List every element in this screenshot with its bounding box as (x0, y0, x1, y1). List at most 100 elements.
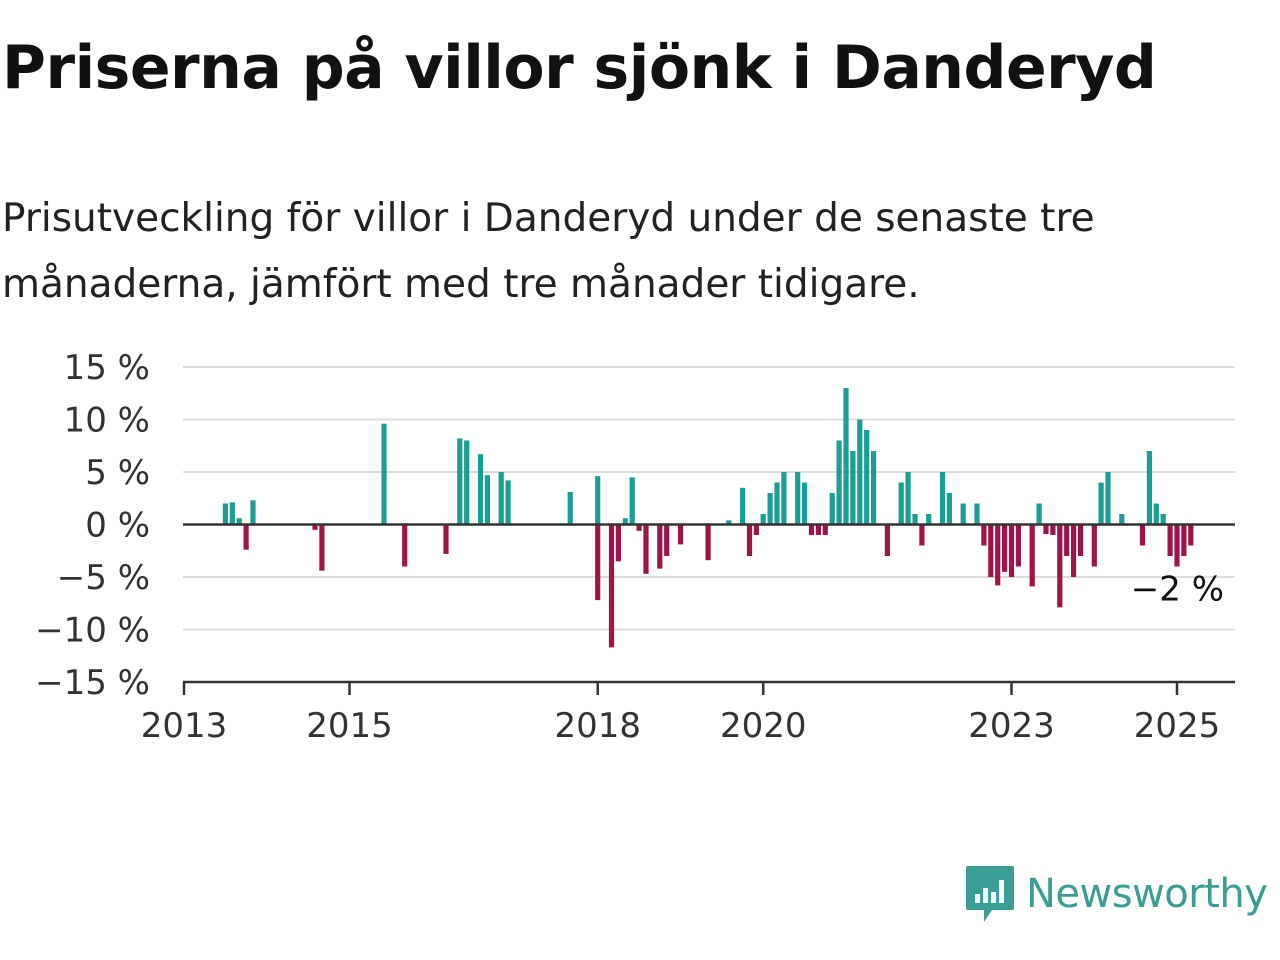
x-tick-label: 2025 (1134, 706, 1221, 746)
bar (802, 482, 808, 525)
bar (1105, 472, 1111, 525)
x-tick-label: 2023 (968, 706, 1055, 746)
bar (795, 472, 801, 525)
bar (836, 440, 842, 525)
y-tick-label: −10 % (35, 611, 150, 651)
y-tick-label: 10 % (64, 401, 150, 441)
bar (815, 524, 821, 535)
y-tick-label: 5 % (85, 453, 150, 493)
bar (919, 524, 925, 546)
bar (939, 472, 946, 525)
bar (857, 419, 863, 525)
x-tick-label: 2020 (720, 706, 807, 746)
bars (222, 388, 1194, 648)
bar (781, 472, 787, 525)
bar (664, 524, 670, 556)
bar (1119, 514, 1125, 525)
x-tick-label: 2013 (141, 706, 228, 746)
bar (567, 491, 573, 525)
bar (622, 518, 628, 525)
bar (864, 430, 870, 525)
bar (843, 388, 849, 525)
bar (926, 514, 932, 525)
bar (767, 493, 773, 525)
bar (457, 438, 463, 525)
bar (760, 514, 766, 525)
bar (243, 524, 249, 550)
x-axis-labels: 2013 2015 2018 2020 2023 2025 (141, 706, 1221, 746)
y-tick-label: 0 % (85, 506, 150, 546)
bar (1015, 524, 1021, 567)
bar (746, 524, 753, 556)
bar-chart: 15 %10 %5 %0 %−5 %−10 %−15 % 2013 2015 201… (35, 348, 1235, 746)
bar (443, 524, 449, 554)
bar (595, 476, 601, 525)
bar (402, 524, 408, 567)
newsworthy-bar-icon (966, 866, 1014, 922)
bar (477, 454, 484, 525)
bar (884, 524, 890, 556)
bar (995, 524, 1001, 586)
bar (484, 475, 490, 525)
y-tick-label: −15 % (35, 663, 150, 703)
bar (1146, 451, 1152, 525)
brand-name: Newsworthy (1026, 871, 1268, 917)
latest-value-label: −2 % (1131, 570, 1224, 610)
bar (774, 482, 780, 525)
bar (753, 524, 759, 535)
chart-title: Priserna på villor sjönk i Danderyd (2, 33, 1157, 103)
bar (595, 524, 601, 601)
chart-subtitle: Prisutveckling för villor i Danderyd und… (2, 196, 1095, 307)
y-tick-label: 15 % (64, 348, 150, 388)
bar (705, 524, 711, 561)
bar (871, 451, 877, 525)
bar (829, 493, 835, 525)
bar (636, 524, 642, 531)
bar (236, 518, 242, 525)
bar (1139, 524, 1146, 546)
bar (1057, 524, 1063, 608)
y-axis-labels: 15 % 10 % 5 % 0 % −5 % −10 % −15 % (35, 348, 150, 703)
bar (1160, 514, 1166, 525)
x-tick-label: 2015 (306, 706, 393, 746)
bar (629, 477, 635, 525)
bar (808, 524, 815, 535)
bar (974, 503, 980, 525)
bar (1071, 524, 1077, 577)
brand-logo: Newsworthy (964, 864, 1268, 924)
bar (615, 524, 621, 562)
bar (960, 503, 966, 525)
bar (677, 524, 684, 545)
bar (1002, 524, 1008, 572)
axes (182, 523, 1235, 695)
bar (464, 440, 470, 525)
bar (1167, 524, 1173, 556)
bar (1098, 482, 1104, 525)
bar (1036, 503, 1042, 525)
bar (1008, 524, 1015, 577)
bar (850, 451, 856, 525)
bar (1153, 503, 1159, 525)
bar (1174, 524, 1180, 567)
bar (1043, 524, 1049, 534)
bar (1050, 524, 1056, 535)
bar (505, 480, 511, 525)
bar (657, 524, 663, 569)
bar (498, 472, 504, 525)
bar (1181, 524, 1187, 556)
bar (822, 524, 828, 535)
bar (229, 502, 235, 525)
bar (726, 520, 732, 525)
bar (1064, 524, 1070, 556)
gridlines (183, 366, 1235, 631)
bar (905, 472, 911, 525)
bar (898, 482, 904, 525)
bar (988, 524, 994, 577)
bar (981, 524, 987, 546)
bar (912, 514, 918, 525)
bar (1029, 524, 1035, 587)
bar (946, 493, 952, 525)
bar (608, 524, 615, 648)
bar (222, 503, 228, 525)
bar (1091, 524, 1097, 567)
